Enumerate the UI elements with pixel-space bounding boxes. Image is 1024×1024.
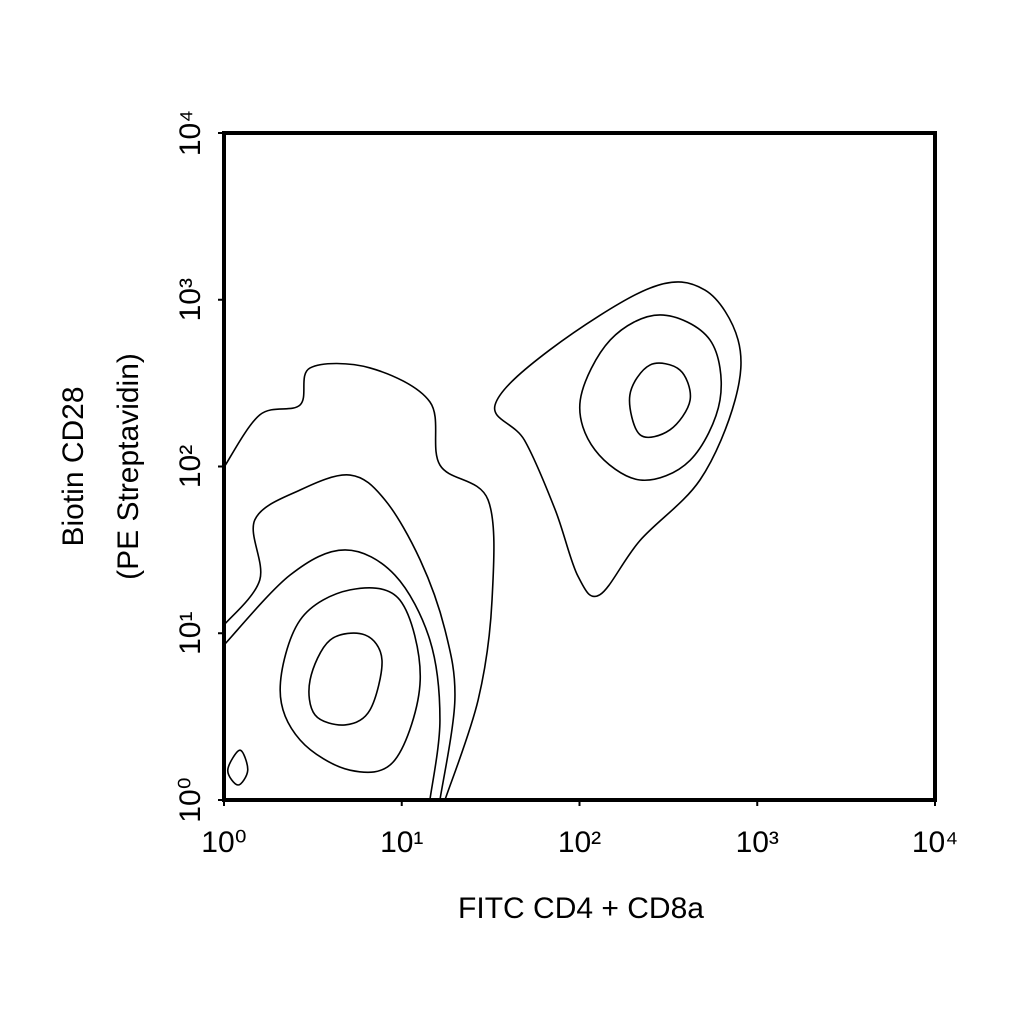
- contour-line: [578, 314, 723, 481]
- x-tick-label: 10⁴: [912, 826, 958, 859]
- y-axis-label: (PE Streptavidin): [112, 353, 145, 580]
- x-tick-label: 10²: [558, 826, 601, 859]
- contour-line: [223, 549, 441, 801]
- contour-line: [279, 586, 422, 774]
- contour-line: [226, 749, 249, 786]
- contour-line: [223, 474, 456, 801]
- contour-line: [493, 281, 742, 598]
- y-tick-label: 10¹: [174, 612, 207, 655]
- contour-line: [308, 632, 383, 726]
- y-tick-label: 10⁴: [174, 110, 207, 156]
- x-tick-label: 10⁰: [201, 826, 246, 859]
- x-tick-label: 10³: [736, 826, 779, 859]
- contour-line: [223, 362, 495, 801]
- plot-frame: [222, 131, 937, 802]
- contour-line: [628, 362, 692, 439]
- y-tick-label: 10⁰: [174, 777, 207, 822]
- y-tick-label: 10³: [174, 278, 207, 321]
- x-axis-label: FITC CD4 + CD8a: [458, 892, 704, 925]
- x-tick-label: 10¹: [380, 826, 423, 859]
- y-axis-label: Biotin CD28: [57, 386, 90, 546]
- y-tick-label: 10²: [174, 445, 207, 488]
